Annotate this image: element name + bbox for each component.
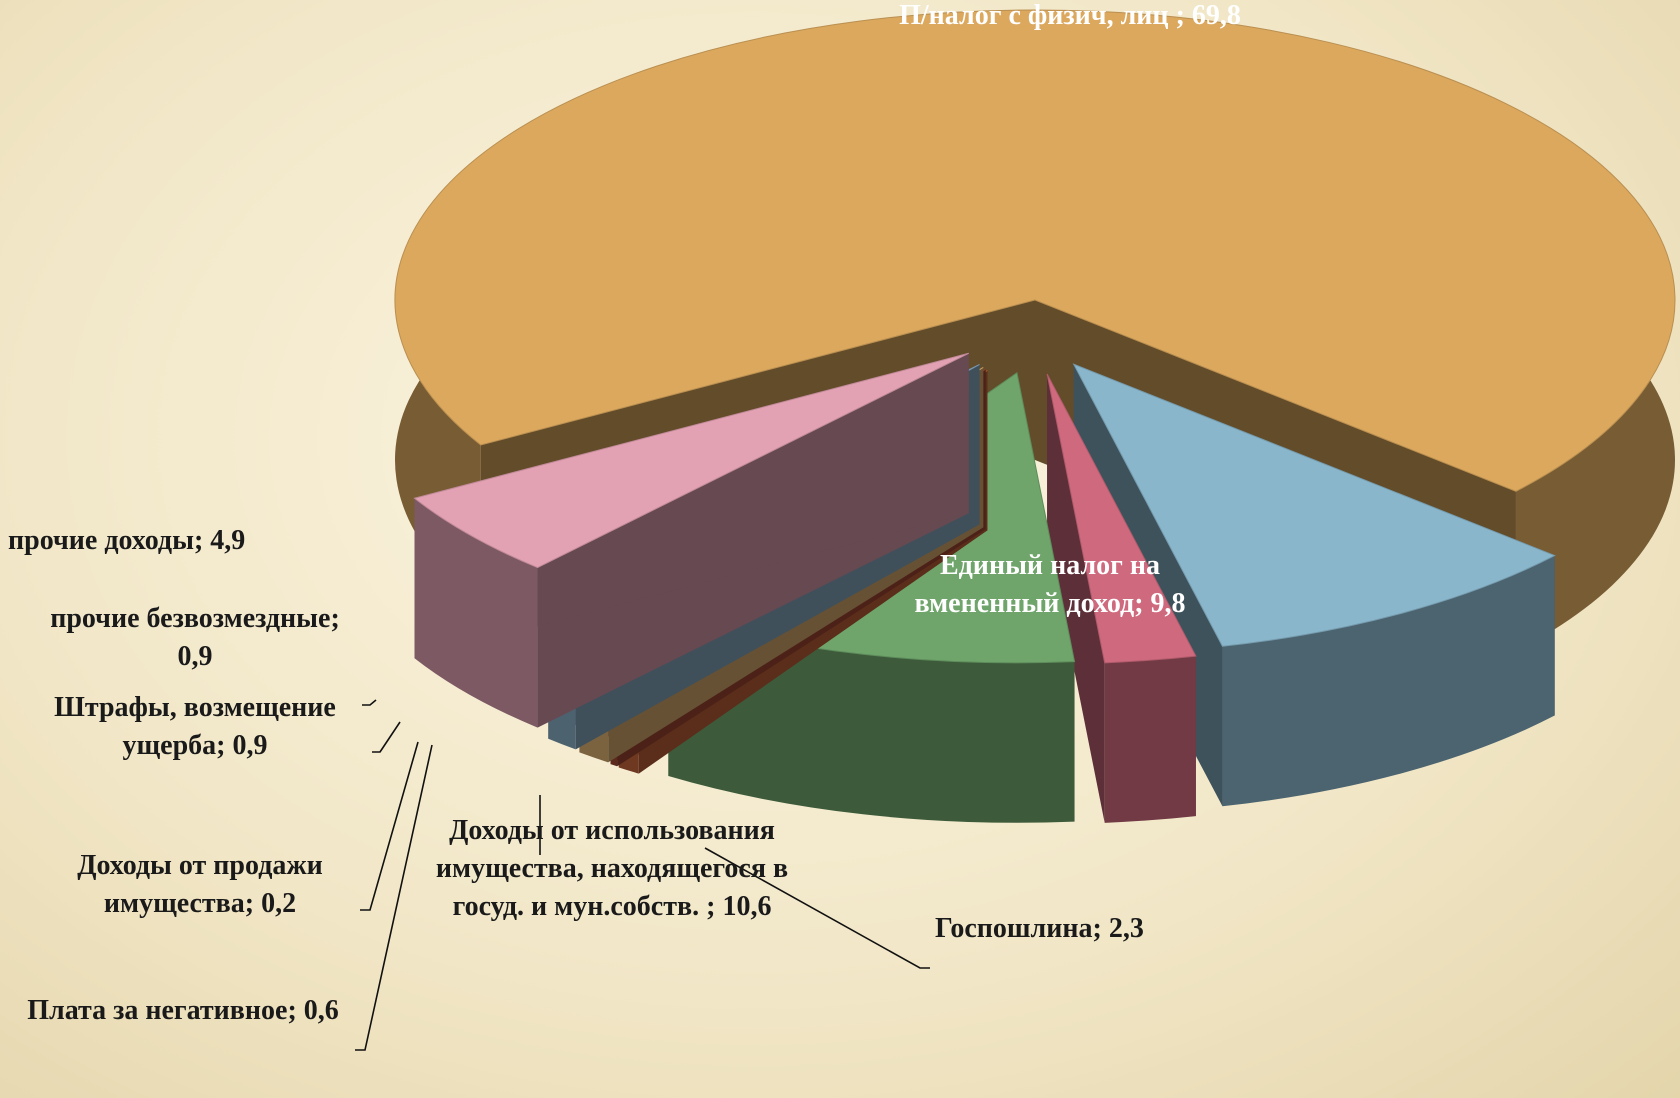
slice-side <box>1222 555 1555 807</box>
slice <box>413 352 969 569</box>
slice-side <box>1104 656 1196 823</box>
category-name: Доходы от использования имущества, наход… <box>435 815 789 922</box>
category-name: Единый налог на вмененный доход <box>914 550 1161 619</box>
separator: ; <box>1092 913 1109 944</box>
category-name: Штрафы, возмещение ущерба <box>54 692 336 761</box>
data-label: прочие безвозмездные; 0,9 <box>40 600 350 676</box>
data-label: прочие доходы; 4,9 <box>8 522 338 560</box>
slice <box>394 9 1676 492</box>
leader-line <box>372 721 401 753</box>
data-label: Плата за негативное; 0,6 <box>8 992 358 1030</box>
leader-lines <box>355 699 930 1051</box>
data-label: П/налог с физич, лиц ; 69,8 <box>880 0 1260 35</box>
data-label: Доходы от продажи имущества; 0,2 <box>35 847 365 923</box>
data-label: Госпошлина; 2,3 <box>935 910 1265 948</box>
slice-side <box>1047 374 1105 823</box>
value-label: 0,9 <box>177 641 213 672</box>
category-name: прочие безвозмездные <box>50 603 331 634</box>
leader-line <box>704 847 930 969</box>
category-name: Доходы от продажи имущества <box>77 850 323 919</box>
pie <box>394 9 1676 823</box>
value-label: 9,8 <box>1150 588 1186 619</box>
value-label: 0,2 <box>261 888 297 919</box>
value-label: 0,6 <box>303 995 339 1026</box>
leader-line <box>360 741 419 911</box>
leader-line <box>355 744 433 1051</box>
data-label: Единый налог на вмененный доход; 9,8 <box>870 547 1230 623</box>
data-label: Штрафы, возмещение ущерба; 0,9 <box>20 689 370 765</box>
slice <box>1072 363 1556 647</box>
separator: ; <box>1134 588 1151 619</box>
separator: ; <box>216 730 233 761</box>
separator: ; <box>330 603 340 634</box>
separator: ; <box>1175 0 1192 31</box>
separator: ; <box>706 891 723 922</box>
category-name: Госпошлина <box>935 913 1093 944</box>
separator: ; <box>193 525 211 556</box>
slice <box>1046 373 1197 664</box>
leader-line <box>362 699 377 706</box>
value-label: 0,9 <box>232 730 268 761</box>
data-label: Доходы от использования имущества, наход… <box>432 812 792 926</box>
category-name: прочие доходы <box>8 525 194 556</box>
value-label: 69,8 <box>1191 0 1241 31</box>
value-label: 2,3 <box>1108 913 1144 944</box>
value-label: 10,6 <box>722 891 772 922</box>
slice-side <box>414 353 969 659</box>
value-label: 4,9 <box>210 525 246 556</box>
category-name: Плата за негативное <box>27 995 288 1026</box>
separator: ; <box>244 888 262 919</box>
slice-side <box>414 498 538 728</box>
separator: ; <box>287 995 304 1026</box>
category-name: П/налог с физич, лиц <box>899 0 1176 31</box>
